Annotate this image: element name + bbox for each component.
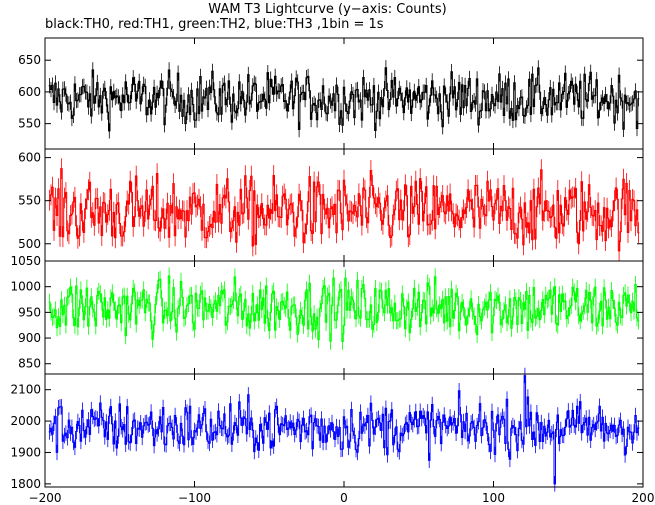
chart-title: WAM T3 Lightcurve (y−axis: Counts) xyxy=(208,2,447,17)
y-tick-label: 1900 xyxy=(10,445,41,459)
y-tick-label: 850 xyxy=(18,357,41,371)
y-tick-label: 2100 xyxy=(10,383,41,397)
y-tick-label: 600 xyxy=(18,85,41,99)
x-tick-label: −100 xyxy=(178,491,211,505)
y-tick-label: 900 xyxy=(18,331,41,345)
x-tick-label: 100 xyxy=(482,491,505,505)
y-tick-label: 500 xyxy=(18,237,41,251)
x-tick-label: −200 xyxy=(29,491,62,505)
y-tick-label: 950 xyxy=(18,305,41,319)
y-tick-label: 550 xyxy=(18,117,41,131)
series-errorbars-th0 xyxy=(49,60,639,139)
y-tick-label: 600 xyxy=(18,151,41,165)
x-tick-label: 0 xyxy=(340,491,348,505)
chart-subtitle: black:TH0, red:TH1, green:TH2, blue:TH3 … xyxy=(45,17,384,32)
series-errorbars-th1 xyxy=(49,158,639,262)
series-errorbars-th3 xyxy=(49,367,639,492)
series-line-th0 xyxy=(48,67,640,132)
x-tick-label: 200 xyxy=(632,491,655,505)
series-line-th3 xyxy=(48,375,640,485)
series-errorbars-th2 xyxy=(49,267,639,350)
y-tick-label: 550 xyxy=(18,194,41,208)
y-tick-label: 1050 xyxy=(10,254,41,268)
y-tick-label: 1800 xyxy=(10,477,41,491)
y-tick-label: 2000 xyxy=(10,414,41,428)
y-tick-label: 1000 xyxy=(10,280,41,294)
y-tick-label: 650 xyxy=(18,53,41,67)
